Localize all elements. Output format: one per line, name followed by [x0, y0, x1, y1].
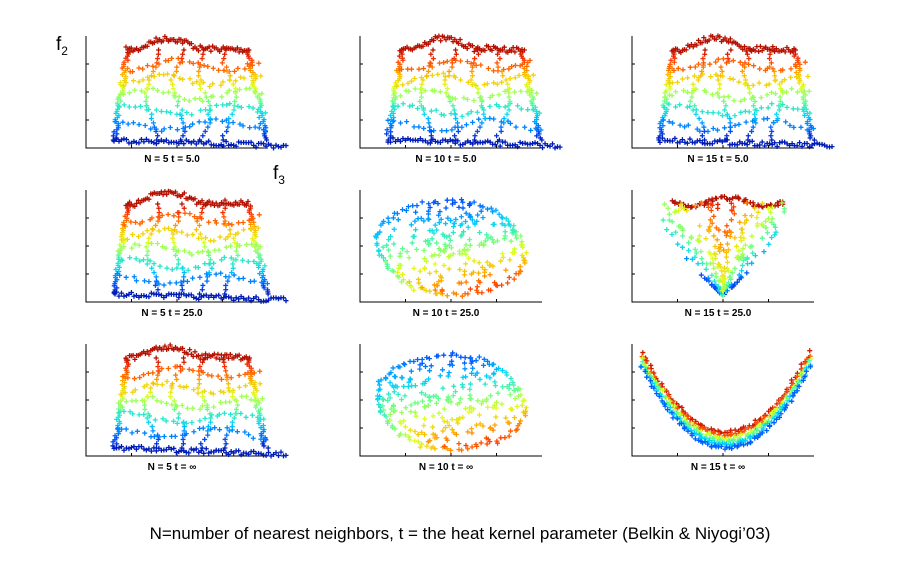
panel-tick — [86, 245, 178, 302]
panel-label: N = 10 t = 5.0 — [415, 154, 477, 165]
figure-caption: N=number of nearest neighbors, t = the h… — [149, 524, 771, 543]
panel-label: N = 15 t = 5.0 — [687, 154, 749, 165]
panel-label: N = 15 t = ∞ — [691, 462, 745, 473]
panel-tick — [360, 273, 497, 302]
panel-tick — [360, 91, 452, 148]
panel-points — [110, 34, 289, 151]
panel-axes — [359, 190, 542, 303]
panel-tick — [86, 399, 178, 456]
panel-tick — [86, 91, 178, 148]
scatter-panel: N = 10 t = ∞ — [359, 344, 542, 473]
panel-axes — [631, 36, 814, 149]
panel-points — [110, 342, 289, 459]
panel-axes — [359, 344, 542, 457]
scatter-panel: N = 10 t = 5.0 — [359, 33, 563, 165]
panel-points — [384, 33, 563, 151]
panel-tick — [632, 119, 769, 148]
panel-label: N = 5 t = ∞ — [148, 462, 197, 473]
panel-label: N = 10 t = ∞ — [419, 462, 473, 473]
scatter-panel: N = 10 t = 25.0 — [359, 190, 542, 319]
scatter-panel: N = 5 t = ∞ — [85, 342, 289, 473]
panel-points — [372, 197, 529, 299]
panel-tick — [86, 371, 132, 456]
panel-tick — [86, 427, 223, 456]
panel-tick — [360, 371, 406, 456]
panel-axes — [85, 190, 268, 303]
panel-tick — [86, 273, 223, 302]
panel-tick — [632, 245, 724, 302]
panel-tick — [632, 63, 678, 148]
panel-axes — [631, 344, 814, 457]
panel-tick — [360, 399, 452, 456]
panel-tick — [360, 119, 497, 148]
panel-points — [638, 348, 814, 452]
panel-tick — [360, 427, 497, 456]
scatter-panel: N = 15 t = 5.0 — [631, 33, 835, 165]
scatter-panels: N = 5 t = 5.0 N = 10 t = 5.0 N = 15 t = 5.… — [85, 33, 835, 473]
panel-tick — [86, 217, 132, 302]
panel-points — [111, 188, 289, 304]
panel-tick — [632, 399, 724, 456]
panel-tick — [360, 245, 452, 302]
scatter-panel: N = 5 t = 25.0 — [85, 188, 289, 319]
panel-label: N = 10 t = 25.0 — [413, 308, 480, 319]
panel-tick — [360, 217, 406, 302]
panel-axes — [85, 36, 268, 149]
panel-axes — [359, 36, 542, 149]
panel-tick — [632, 427, 769, 456]
panel-points — [660, 193, 787, 299]
x-axis-label: f3 — [273, 163, 285, 187]
panel-tick — [632, 371, 678, 456]
y-axis-label: f2 — [56, 34, 68, 58]
panel-label: N = 5 t = 25.0 — [141, 308, 203, 319]
panel-label: N = 15 t = 25.0 — [685, 308, 752, 319]
panel-tick — [632, 273, 769, 302]
panel-label: N = 5 t = 5.0 — [144, 154, 200, 165]
panel-tick — [360, 63, 406, 148]
scatter-panel: N = 15 t = 25.0 — [631, 190, 814, 319]
scatter-panel: N = 5 t = 5.0 — [85, 34, 289, 165]
scatter-panel: N = 15 t = ∞ — [631, 344, 814, 473]
panel-tick — [632, 91, 724, 148]
panel-tick — [632, 217, 678, 302]
panel-points — [656, 33, 835, 150]
panel-axes — [631, 190, 814, 303]
panel-points — [375, 350, 529, 453]
panel-axes — [85, 344, 268, 457]
